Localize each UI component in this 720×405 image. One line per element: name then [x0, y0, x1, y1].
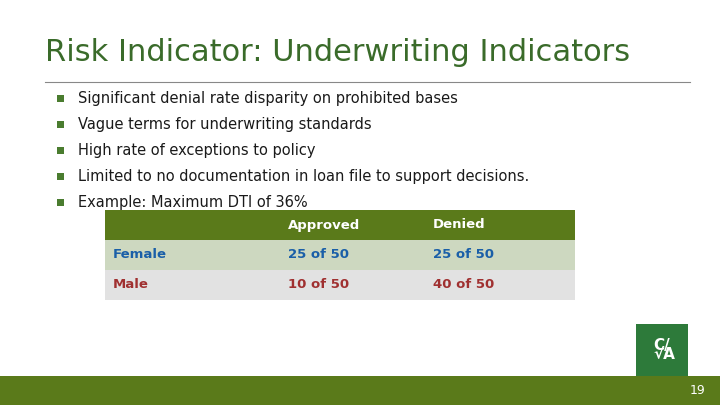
FancyBboxPatch shape [56, 198, 63, 205]
Text: Risk Indicator: Underwriting Indicators: Risk Indicator: Underwriting Indicators [45, 38, 630, 67]
Text: 40 of 50: 40 of 50 [433, 279, 494, 292]
Text: Limited to no documentation in loan file to support decisions.: Limited to no documentation in loan file… [78, 168, 529, 183]
Text: Female: Female [113, 249, 167, 262]
Text: Approved: Approved [288, 219, 360, 232]
Text: 25 of 50: 25 of 50 [288, 249, 349, 262]
Text: High rate of exceptions to policy: High rate of exceptions to policy [78, 143, 315, 158]
FancyBboxPatch shape [56, 94, 63, 102]
FancyBboxPatch shape [56, 121, 63, 128]
Text: 19: 19 [690, 384, 706, 397]
Text: Significant denial rate disparity on prohibited bases: Significant denial rate disparity on pro… [78, 90, 458, 105]
FancyBboxPatch shape [56, 173, 63, 179]
FancyBboxPatch shape [105, 240, 575, 270]
Text: Male: Male [113, 279, 149, 292]
Text: √A: √A [653, 347, 675, 362]
Text: Denied: Denied [433, 219, 485, 232]
Text: 25 of 50: 25 of 50 [433, 249, 494, 262]
FancyBboxPatch shape [105, 210, 575, 240]
Text: Vague terms for underwriting standards: Vague terms for underwriting standards [78, 117, 372, 132]
Text: Example: Maximum DTI of 36%: Example: Maximum DTI of 36% [78, 194, 307, 209]
Text: C/: C/ [654, 338, 670, 353]
Text: 10 of 50: 10 of 50 [288, 279, 349, 292]
FancyBboxPatch shape [105, 270, 575, 300]
FancyBboxPatch shape [0, 376, 720, 405]
FancyBboxPatch shape [636, 324, 688, 376]
FancyBboxPatch shape [56, 147, 63, 153]
